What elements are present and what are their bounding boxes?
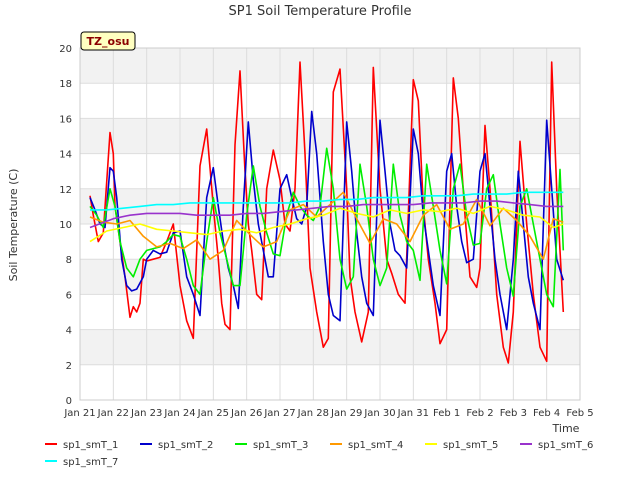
x-tick-label: Jan 30: [363, 408, 395, 419]
legend-label: sp1_smT_5: [443, 440, 498, 451]
x-tick-label: Jan 28: [297, 408, 329, 419]
legend-item-sp1_smT_5: sp1_smT_5: [425, 440, 498, 451]
x-tick-label: Jan 31: [397, 408, 429, 419]
x-tick-label: Feb 2: [466, 408, 493, 419]
series-line-sp1_smT_6: [89, 200, 564, 229]
x-tick-label: Jan 29: [330, 408, 362, 419]
y-tick-label: 10: [59, 220, 72, 231]
legend-item-sp1_smT_2: sp1_smT_2: [140, 440, 213, 451]
station-badge: TZ_osu: [80, 31, 136, 51]
series-line-sp1_smT_4: [89, 191, 564, 261]
badge-label: TZ_osu: [87, 35, 130, 48]
y-tick-label: 6: [66, 290, 72, 301]
x-tick-label: Jan 26: [230, 408, 262, 419]
legend-label: sp1_smT_6: [538, 440, 593, 451]
plot-band: [80, 364, 580, 400]
x-axis-ticks: Jan 21 Jan 22 Jan 23 Jan 24 Jan 25 Jan 26 Jan …: [63, 408, 593, 419]
x-tick-label: Feb 3: [500, 408, 527, 419]
plot-band: [80, 48, 580, 84]
y-tick-label: 0: [66, 396, 72, 407]
legend-label: sp1_smT_3: [253, 440, 308, 451]
legend-item-sp1_smT_1: sp1_smT_1: [45, 440, 118, 451]
legend-item-sp1_smT_7: sp1_smT_7: [45, 457, 118, 468]
legend-item-sp1_smT_3: sp1_smT_3: [235, 440, 308, 451]
y-tick-label: 2: [66, 361, 72, 372]
legend-item-sp1_smT_4: sp1_smT_4: [330, 440, 403, 451]
series-line-sp1_smT_5: [89, 205, 564, 243]
x-tick-label: Feb 5: [566, 408, 593, 419]
y-tick-label: 4: [66, 326, 72, 337]
legend: sp1_smT_1 sp1_smT_2 sp1_smT_3 sp1_smT_4 sp1_…: [45, 440, 593, 468]
x-tick-label: Jan 23: [130, 408, 162, 419]
plot-frame: [79, 47, 581, 401]
x-tick-label: Jan 21: [63, 408, 95, 419]
series-line-sp1_smT_1: [89, 61, 565, 364]
y-tick-label: 8: [66, 255, 72, 266]
plot-band: [80, 118, 580, 154]
series-line-sp1_smT_3: [89, 147, 565, 308]
x-axis-label: Time: [552, 422, 580, 435]
y-tick-label: 18: [59, 79, 72, 90]
plot-band: [80, 83, 580, 119]
y-tick-label: 12: [59, 185, 72, 196]
y-tick-label: 20: [59, 44, 72, 55]
x-tick-label: Jan 25: [197, 408, 229, 419]
x-tick-label: Jan 22: [97, 408, 129, 419]
legend-label: sp1_smT_7: [63, 457, 118, 468]
y-tick-label: 16: [59, 114, 72, 125]
x-tick-label: Feb 4: [533, 408, 560, 419]
legend-label: sp1_smT_2: [158, 440, 213, 451]
badge-box: [80, 31, 136, 51]
series-line-sp1_smT_2: [89, 110, 565, 331]
x-tick-label: Jan 27: [263, 408, 295, 419]
x-tick-label: Feb 1: [433, 408, 460, 419]
legend-label: sp1_smT_4: [348, 440, 403, 451]
x-tick-label: Jan 24: [163, 408, 195, 419]
y-tick-label: 14: [59, 150, 72, 161]
plot-band: [80, 329, 580, 365]
y-axis-label: Soil Temperature (C): [7, 169, 20, 282]
chart-title: SP1 Soil Temperature Profile: [229, 4, 412, 19]
y-axis-ticks: 0 2 4 6 8 10 12 14 16 18 20: [59, 44, 72, 407]
legend-item-sp1_smT_6: sp1_smT_6: [520, 440, 593, 451]
legend-label: sp1_smT_1: [63, 440, 118, 451]
series-line-sp1_smT_7: [90, 191, 564, 211]
series-lines: [89, 61, 565, 364]
